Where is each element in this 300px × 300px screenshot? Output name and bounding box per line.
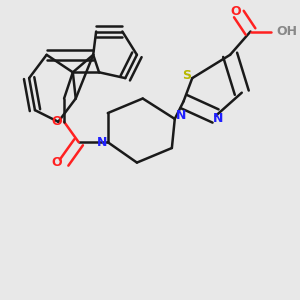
Text: N: N: [213, 112, 224, 125]
Text: N: N: [97, 136, 107, 149]
Text: O: O: [52, 156, 62, 169]
Text: OH: OH: [277, 25, 298, 38]
Text: O: O: [52, 115, 62, 128]
Text: S: S: [182, 69, 191, 82]
Text: O: O: [231, 4, 241, 18]
Text: N: N: [176, 110, 186, 122]
